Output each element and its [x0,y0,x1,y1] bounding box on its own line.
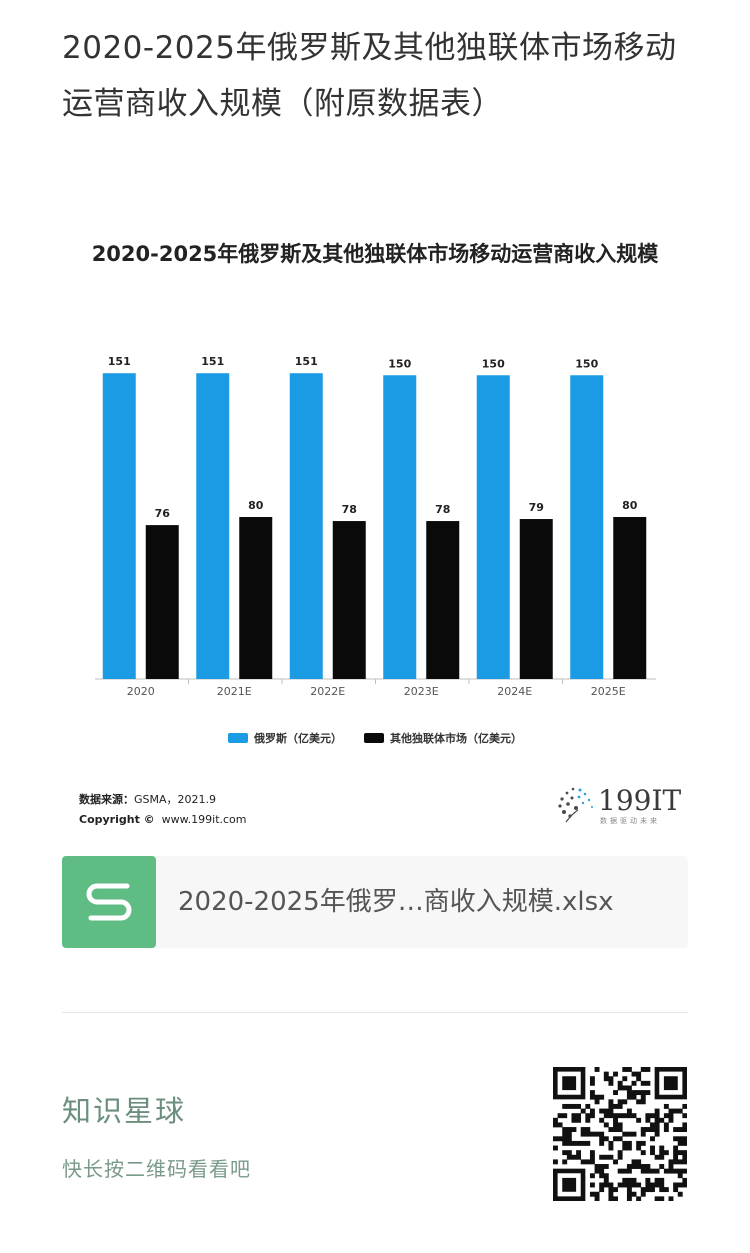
legend-label-russia: 俄罗斯（亿美元） [254,732,342,745]
article-title: 2020-2025年俄罗斯及其他独联体市场移动运营商收入规模（附原数据表） [62,30,677,122]
copyright-link[interactable]: www.199it.com [161,813,247,826]
bar-russia-2025E [570,375,604,679]
divider [62,1012,688,1013]
brand-tagline: 数据驱动未来 [600,817,660,825]
legend-swatch-other-cis [364,733,384,743]
x-tick-label: 2025E [591,685,626,698]
x-tick-label: 2022E [310,685,345,698]
bar-other-cis-2025E [613,517,647,679]
bar-other-cis-2021E [239,517,273,679]
qr-code-icon[interactable] [553,1067,687,1201]
copyright-label: Copyright © [79,813,155,826]
zsxq-subtitle: 快长按二维码看看吧 [62,1157,251,1181]
x-tick-label: 2023E [404,685,439,698]
legend-label-other-cis: 其他独联体市场（亿美元） [390,732,522,745]
data-label: 78 [342,503,357,516]
data-label: 150 [482,357,505,370]
data-label: 79 [529,501,544,514]
chart-title: 2020-2025年俄罗斯及其他独联体市场移动运营商收入规模 [91,242,659,266]
bar-russia-2022E [289,373,323,679]
brand-name: 199IT [598,784,682,817]
data-label: 76 [155,507,171,520]
bar-russia-2024E [476,375,510,679]
data-label: 78 [435,503,450,516]
bar-other-cis-2023E [426,521,460,679]
brand-logo-block: 199IT 数据驱动未来 [554,782,684,828]
bar-russia-2021E [196,373,230,679]
x-tick-label: 2024E [497,685,532,698]
data-label: 151 [201,355,224,368]
chart-legend: 俄罗斯（亿美元） 其他独联体市场（亿美元） [0,730,750,746]
data-label: 150 [575,357,598,370]
chart-source: 数据来源：GSMA，2021.9 Copyright © www.199it.c… [79,790,247,830]
legend-item-other-cis: 其他独联体市场（亿美元） [364,730,522,746]
bar-chart: 151 76 2020 151 80 2021E 151 78 2022E 150 78 2023E 1… [95,355,656,698]
data-label: 80 [248,499,264,512]
spreadsheet-file-icon [62,856,156,948]
attachment-file-name: 2020-2025年俄罗…商收入规模.xlsx [178,887,614,917]
x-tick-label: 2021E [217,685,252,698]
data-label: 151 [108,355,131,368]
data-label: 151 [295,355,318,368]
legend-swatch-russia [228,733,248,743]
source-label: 数据来源： [79,793,134,806]
bar-other-cis-2024E [519,519,553,679]
data-label: 80 [622,499,638,512]
x-tick-label: 2020 [127,685,155,698]
bar-other-cis-2022E [332,521,366,679]
bar-other-cis-2020 [145,525,179,679]
bar-russia-2023E [383,375,417,679]
dandelion-logo-icon [558,787,593,823]
source-text: GSMA，2021.9 [134,793,217,806]
bar-russia-2020 [102,373,136,679]
legend-item-russia: 俄罗斯（亿美元） [228,730,342,746]
attachment-card[interactable]: 2020-2025年俄罗…商收入规模.xlsx [62,856,688,948]
data-label: 150 [388,357,411,370]
zsxq-title: 知识星球 [62,1094,187,1128]
